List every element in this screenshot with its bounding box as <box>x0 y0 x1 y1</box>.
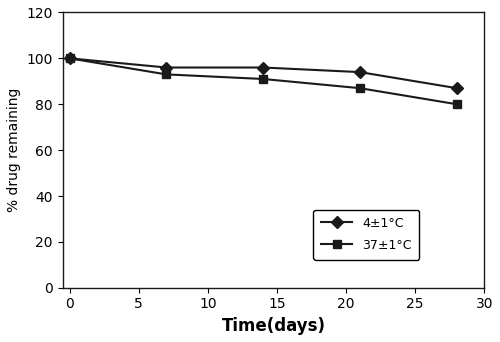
37±1°C <box>357 86 363 90</box>
4±1°C <box>164 65 170 69</box>
Y-axis label: % drug remaining: % drug remaining <box>7 88 21 212</box>
4±1°C <box>66 56 72 61</box>
4±1°C <box>260 65 266 69</box>
37±1°C <box>454 102 460 106</box>
37±1°C <box>260 77 266 81</box>
Line: 4±1°C: 4±1°C <box>66 54 461 92</box>
4±1°C <box>357 70 363 74</box>
Line: 37±1°C: 37±1°C <box>66 54 461 108</box>
37±1°C <box>66 56 72 61</box>
37±1°C <box>164 73 170 77</box>
Legend: 4±1°C, 37±1°C: 4±1°C, 37±1°C <box>314 210 419 260</box>
X-axis label: Time(days): Time(days) <box>222 317 326 335</box>
4±1°C <box>454 86 460 90</box>
